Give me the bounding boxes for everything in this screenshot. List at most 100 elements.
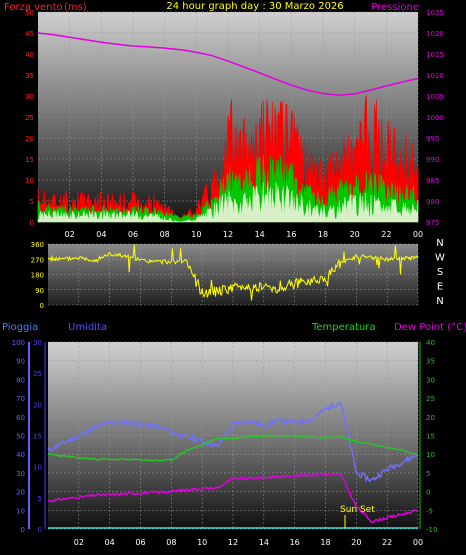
direction-tick-label: 360: [31, 241, 44, 249]
time-tick-label: 18: [320, 538, 330, 547]
time-tick-label: 16: [290, 538, 300, 547]
time-tick-label: 18: [318, 230, 328, 239]
wind-tick-label: 5: [30, 198, 34, 206]
time-tick-label: 10: [197, 538, 207, 547]
time-tick-label: 10: [191, 230, 201, 239]
humidity-tick-label: 25: [33, 370, 42, 378]
wind-tick-label: 40: [25, 51, 34, 59]
rain-tick-label: 30: [16, 470, 25, 478]
pressure-tick-label: 1000: [426, 114, 444, 122]
temperature-title: Temperatura: [311, 322, 376, 333]
wind-gust-series: [37, 154, 419, 223]
wind-time-axis-ticks: 02 04 06 08 10 12 14 16 18 20 22 00: [65, 230, 424, 239]
pressure-tick-label: 995: [426, 135, 439, 143]
time-tick-label: 02: [74, 538, 84, 547]
time-tick-label: 08: [160, 230, 170, 239]
wind-unit: (ms): [64, 2, 87, 13]
humidity-series: [47, 401, 419, 483]
chart-date-title: 24 hour graph day : 30 Marzo 2026: [166, 1, 343, 12]
time-tick-label: 22: [381, 230, 391, 239]
temperature-tick-label: 30: [426, 376, 435, 384]
time-tick-label: 16: [286, 230, 296, 239]
wind-axis-ticks: 0 5 10 15 20 25 30 35 40 45 50: [25, 9, 34, 227]
wind-tick-label: 20: [25, 135, 34, 143]
dewpoint-line: [47, 472, 418, 524]
compass-letter: N: [436, 296, 443, 307]
rain-tick-label: 20: [16, 489, 25, 497]
temperature-tick-label: 15: [426, 433, 435, 441]
rain-tick-label: 80: [16, 376, 25, 384]
wind-low-area: [37, 181, 419, 223]
pressure-tick-label: 1015: [426, 51, 444, 59]
wind-tick-label: 15: [25, 156, 34, 164]
direction-axis-ticks: 0 90 180 270 360: [31, 241, 44, 310]
time-tick-label: 12: [228, 538, 238, 547]
humidity-tick-label: 0: [38, 526, 42, 534]
pressure-tick-label: 1005: [426, 93, 444, 101]
temperature-tick-label: 10: [426, 451, 435, 459]
wind-gust-area: [37, 154, 419, 223]
compass-letter: S: [437, 267, 443, 278]
pressure-title: Pressione: [371, 2, 419, 13]
time-tick-label: 06: [135, 538, 145, 547]
temperature-tick-label: 25: [426, 395, 435, 403]
wind-peak-area: [37, 94, 419, 223]
temperature-tick-label: 0: [426, 489, 430, 497]
pressure-axis-ticks: 975 980 985 990 995 1000 1005 1010 1015 1020 1025: [426, 9, 444, 227]
temperature-tick-label: 35: [426, 358, 435, 366]
time-tick-label: 00: [413, 538, 423, 547]
pressure-series: [37, 32, 419, 96]
time-tick-label: 20: [351, 538, 361, 547]
wind-tick-label: 30: [25, 93, 34, 101]
humidity-tick-label: 20: [33, 401, 42, 409]
direction-grid: [48, 243, 419, 306]
rain-tick-label: 60: [16, 414, 25, 422]
humidity-title: Umidita: [68, 322, 107, 333]
compass-letter: W: [435, 253, 445, 264]
rain-tick-label: 70: [16, 395, 25, 403]
wind-tick-label: 35: [25, 72, 34, 80]
humidity-line: [47, 401, 419, 483]
rain-tick-label: 90: [16, 358, 25, 366]
temperature-line: [47, 434, 419, 462]
pressure-tick-label: 980: [426, 198, 439, 206]
time-tick-label: 04: [105, 538, 115, 547]
humidity-tick-label: 10: [33, 464, 42, 472]
temperature-series: [47, 434, 419, 462]
time-tick-label: 14: [255, 230, 265, 239]
time-tick-label: 14: [259, 538, 269, 547]
sunset-label: Sun Set: [340, 505, 375, 515]
direction-tick-label: 180: [31, 272, 44, 280]
rain-tick-label: 40: [16, 451, 25, 459]
wind-low-series: [37, 181, 419, 223]
temperature-tick-label: -5: [426, 507, 433, 515]
wind-tick-label: 25: [25, 114, 34, 122]
pressure-tick-label: 985: [426, 177, 439, 185]
rain-tick-label: 50: [16, 433, 25, 441]
humidity-tick-label: 15: [33, 433, 42, 441]
pressure-tick-label: 975: [426, 219, 439, 227]
pressure-tick-label: 1020: [426, 30, 444, 38]
temperature-tick-label: -10: [426, 526, 437, 534]
direction-tick-label: 270: [31, 256, 44, 264]
time-tick-label: 00: [413, 230, 423, 239]
direction-tick-label: 90: [35, 287, 44, 295]
rain-axis-ticks: 0 10 20 30 40 50 60 70 80 90 100: [12, 339, 30, 534]
humidity-tick-label: 5: [38, 495, 42, 503]
pressure-tick-label: 1010: [426, 72, 444, 80]
direction-tick-label: 0: [40, 302, 44, 310]
time-tick-label: 06: [128, 230, 138, 239]
pressure-tick-label: 990: [426, 156, 439, 164]
rain-title: Pioggia: [2, 322, 38, 333]
pressure-tick-label: 1025: [426, 9, 444, 17]
dewpoint-title: Dew Point (°C): [394, 322, 466, 333]
pressure-line: [37, 32, 419, 96]
direction-series: [47, 244, 419, 301]
wind-tick-label: 50: [25, 9, 34, 17]
rain-tick-label: 0: [21, 526, 25, 534]
time-tick-label: 22: [382, 538, 392, 547]
temperature-tick-label: 20: [426, 414, 435, 422]
temperature-grid: [48, 341, 419, 530]
